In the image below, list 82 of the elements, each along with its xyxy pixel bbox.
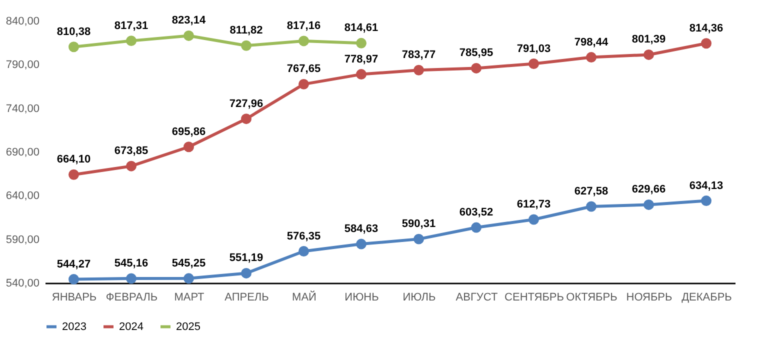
data-label: 811,82	[230, 24, 263, 37]
data-label: 544,27	[56, 258, 91, 270]
point	[414, 234, 424, 244]
data-label: 603,52	[459, 206, 494, 219]
point	[126, 36, 136, 46]
x-tick-label: МАЙ	[292, 290, 316, 304]
data-label: 823,14	[172, 14, 206, 27]
point	[184, 142, 194, 152]
data-label: 612,73	[516, 198, 551, 210]
x-tick-label: ОКТЯБРЬ	[566, 292, 618, 304]
point	[701, 196, 712, 206]
data-label: 791,03	[516, 42, 551, 55]
x-tick-label: АПРЕЛЬ	[224, 292, 269, 304]
x-tick-label: ФЕВРАЛЬ	[106, 292, 158, 304]
point	[241, 114, 252, 124]
data-label: 584,63	[344, 223, 378, 236]
point	[241, 268, 252, 278]
point	[126, 273, 136, 284]
point	[68, 169, 79, 180]
x-tick-label: СЕНТЯБРЬ	[504, 292, 564, 304]
data-label: 785,95	[459, 47, 494, 60]
point	[298, 78, 309, 90]
point	[471, 62, 482, 74]
y-tick-label: 540,00	[6, 278, 40, 290]
y-tick-label: 740,00	[6, 102, 40, 115]
data-label: 817,16	[286, 20, 321, 32]
data-label: 767,65	[286, 63, 321, 76]
x-tick-label: ИЮЛЬ	[402, 292, 436, 304]
point	[528, 58, 539, 69]
data-label: 783,77	[402, 49, 436, 62]
point	[68, 274, 79, 285]
point	[298, 246, 309, 256]
point	[701, 38, 712, 49]
data-label: 629,66	[632, 184, 666, 196]
data-label: 798,44	[574, 36, 609, 48]
data-label: 590,31	[402, 218, 436, 230]
point	[528, 214, 539, 225]
data-label: 778,97	[344, 53, 378, 66]
point	[644, 49, 654, 60]
data-label: 673,85	[114, 145, 148, 158]
point	[471, 222, 482, 233]
data-label: 695,86	[172, 126, 206, 138]
data-label: 545,25	[172, 257, 206, 270]
point	[298, 36, 309, 46]
data-label: 627,58	[574, 186, 608, 198]
point	[356, 238, 366, 250]
point	[586, 52, 596, 63]
x-tick-label: ДЕКАБРЬ	[682, 292, 732, 304]
x-tick-label: АВГУСТ	[456, 292, 498, 304]
point	[241, 40, 252, 51]
point	[414, 64, 424, 76]
data-label: 551,19	[229, 252, 264, 264]
data-label: 810,38	[56, 26, 91, 38]
y-tick-label: 590,00	[6, 234, 40, 246]
x-tick-label: МАРТ	[174, 292, 205, 304]
legend-label: 2023	[62, 320, 86, 333]
y-tick-label: 690,00	[6, 146, 40, 158]
point	[184, 30, 194, 41]
point	[586, 201, 596, 212]
data-label: 664,10	[56, 154, 91, 166]
point	[184, 273, 194, 284]
data-label: 814,61	[344, 22, 378, 34]
point	[68, 42, 79, 52]
data-label: 727,96	[229, 98, 264, 110]
data-label: 545,16	[114, 257, 148, 270]
y-tick-label: 790,00	[6, 59, 40, 72]
point	[356, 38, 366, 48]
point	[356, 69, 366, 80]
y-tick-label: 640,00	[6, 190, 40, 202]
legend-label: 2024	[119, 320, 144, 333]
legend-label: 2025	[176, 320, 200, 333]
data-label: 817,31	[114, 20, 148, 32]
data-label: 576,35	[286, 230, 321, 242]
x-tick-label: НОЯБРЬ	[626, 292, 672, 304]
point	[644, 199, 654, 210]
data-label: 634,13	[689, 180, 724, 192]
data-label: 801,39	[632, 34, 666, 46]
x-tick-label: ИЮНЬ	[344, 292, 379, 304]
data-label: 814,36	[689, 22, 724, 34]
y-tick-label: 840,00	[6, 16, 40, 28]
point	[126, 160, 136, 172]
x-tick-label: ЯНВАРЬ	[52, 292, 97, 304]
